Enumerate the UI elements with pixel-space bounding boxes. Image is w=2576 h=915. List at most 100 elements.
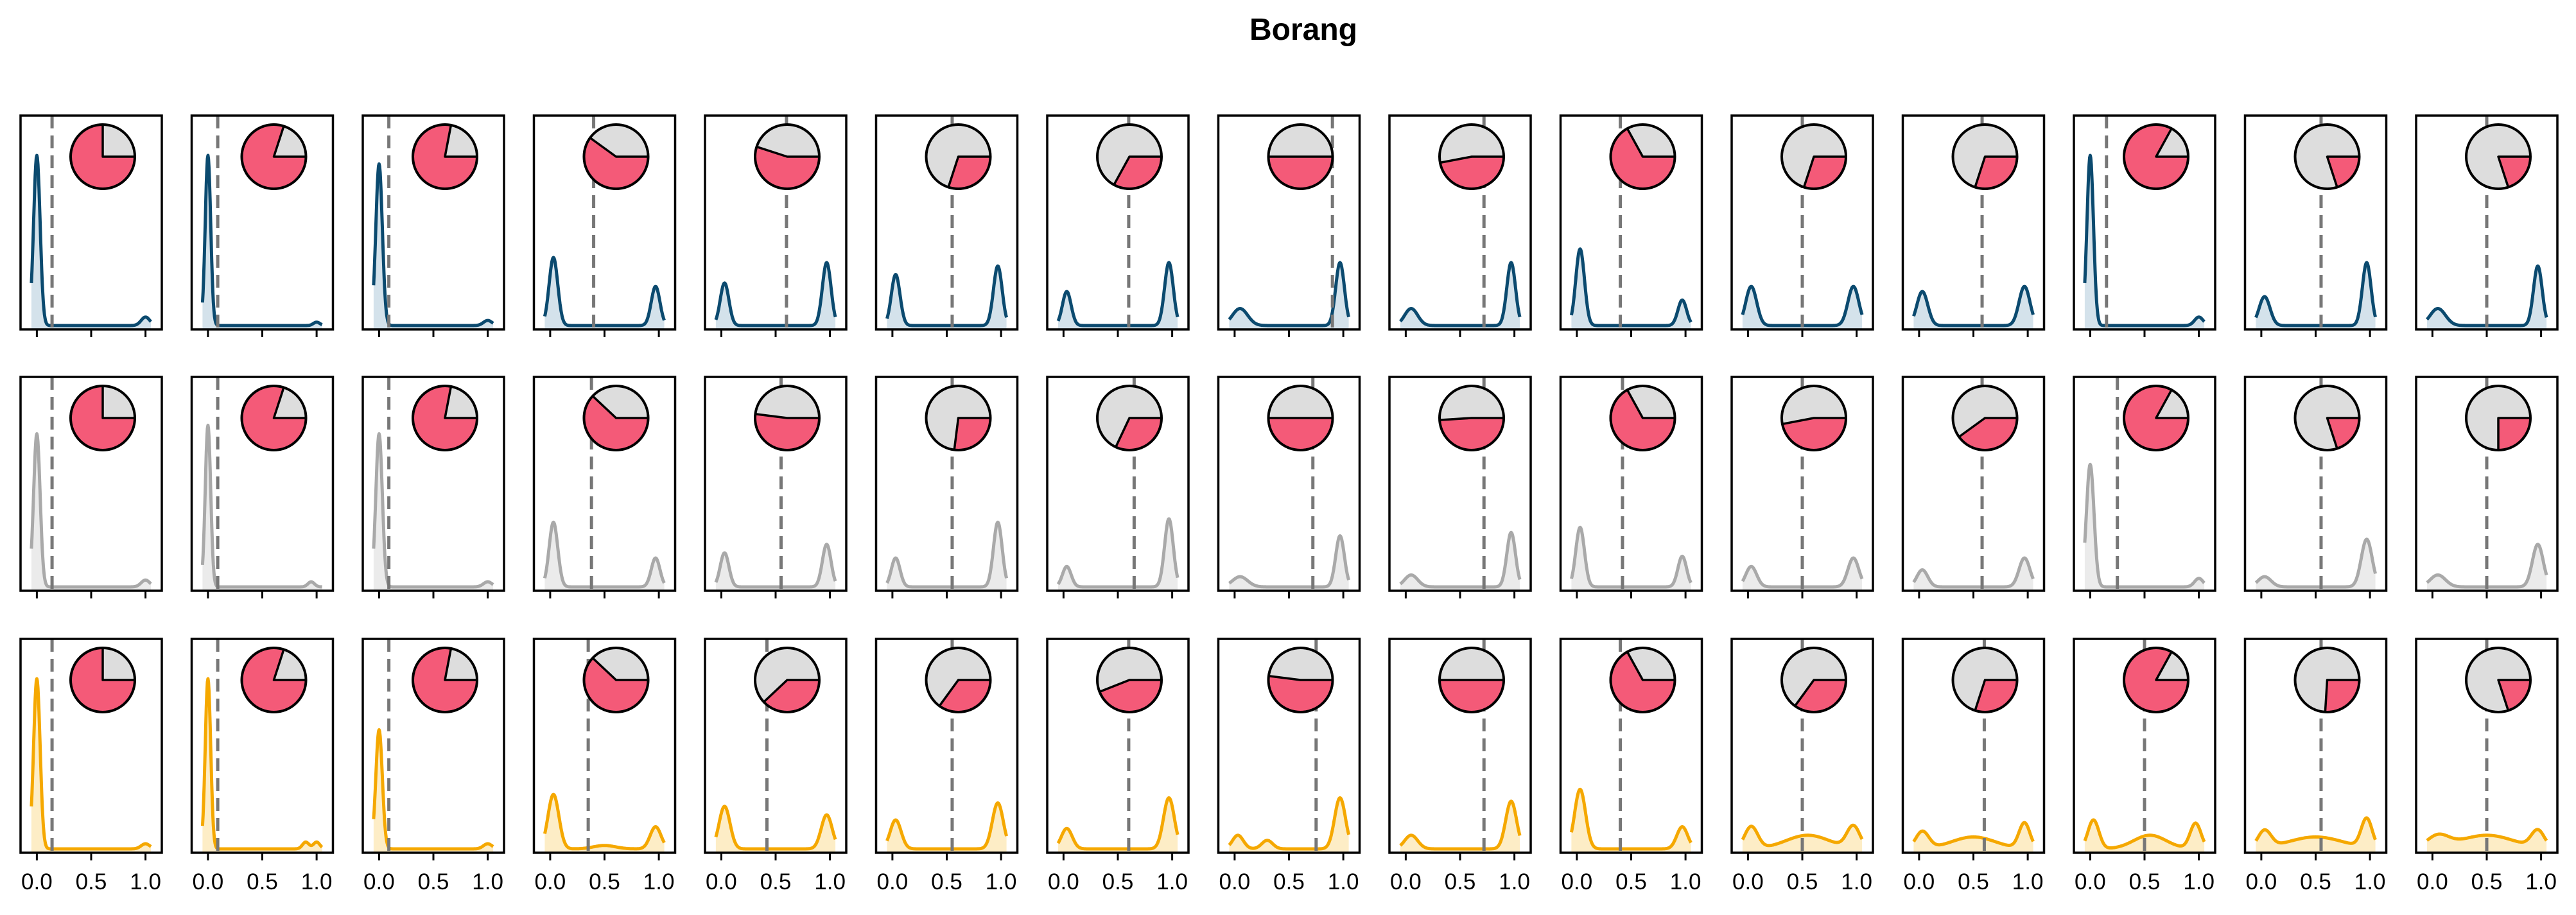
panel-r2-c6 [875, 376, 1019, 598]
pie-outline [412, 647, 478, 713]
pie-outline [412, 123, 478, 190]
x-tick-label: 0.5 [589, 869, 620, 894]
pie-outline [925, 123, 992, 190]
panel-r3-c10: 0.0 0.5 1.0 [1559, 638, 1703, 894]
x-tick-label: 1.0 [1328, 869, 1359, 894]
density-area [1057, 797, 1178, 853]
density-area [1571, 789, 1691, 853]
density-area [2256, 539, 2376, 591]
pie-slice-filled [1438, 417, 1505, 451]
panel-r1-c3 [361, 114, 505, 337]
panel-r1-c6 [875, 114, 1019, 337]
panel-r2-c10 [1559, 376, 1703, 598]
panel-r3-c6: 0.0 0.5 1.0 [875, 638, 1019, 894]
x-tick-label: 1.0 [2012, 869, 2044, 894]
x-tick-label: 0.0 [2417, 869, 2448, 894]
panel-r2-c14 [2243, 376, 2388, 598]
density-line [885, 264, 1009, 327]
panel-r3-c8: 0.0 0.5 1.0 [1217, 638, 1361, 894]
panel-r3-c1: 0.0 0.5 1.0 [19, 638, 163, 894]
panel-r1-c10 [1559, 114, 1703, 337]
x-tick-label: 1.0 [2525, 869, 2557, 894]
pie-outline [2465, 385, 2532, 451]
pie-outline [69, 123, 136, 190]
panel-r2-c15 [2415, 376, 2559, 598]
density-line [372, 432, 494, 589]
x-tick-label: 0.0 [706, 869, 737, 894]
pie-slice-filled [1267, 417, 1334, 451]
panel-r3-c14: 0.0 0.5 1.0 [2243, 638, 2388, 894]
pie-outline [925, 385, 992, 451]
density-line [2083, 818, 2206, 850]
panel-r2-c5 [704, 376, 848, 598]
pie-slice-filled [1267, 674, 1334, 713]
x-tick-label: 1.0 [301, 869, 333, 894]
density-line [1569, 247, 1693, 327]
density-area [887, 803, 1007, 853]
density-area [1229, 797, 1349, 853]
x-tick-label: 1.0 [2354, 869, 2386, 894]
x-tick-label: 0.0 [2246, 869, 2277, 894]
pie-outline [240, 123, 308, 190]
density-line [543, 792, 666, 851]
density-line [1228, 534, 1350, 589]
pie-outline [1780, 123, 1847, 190]
pie-outline [412, 385, 478, 451]
panel-r3-c9: 0.0 0.5 1.0 [1388, 638, 1532, 894]
pie-outline [1951, 385, 2019, 451]
chart-title: Borang [1249, 13, 1357, 47]
pie-outline [582, 647, 650, 713]
density-line [714, 543, 837, 589]
panel-r2-c9 [1388, 376, 1532, 598]
density-line [1228, 796, 1351, 851]
density-area [544, 522, 665, 591]
density-line [1056, 261, 1179, 327]
x-tick-label: 0.5 [1958, 869, 1989, 894]
x-tick-label: 1.0 [1499, 869, 1530, 894]
pie-slice-filled [1439, 155, 1505, 190]
pie-outline [2293, 647, 2361, 713]
pie-outline [1609, 647, 1676, 713]
density-area [1913, 286, 2033, 329]
x-tick-label: 0.5 [931, 869, 962, 894]
x-tick-label: 0.0 [1732, 869, 1764, 894]
pie-outline [1438, 647, 1505, 713]
panel-r2-c12 [1901, 376, 2046, 598]
x-tick-label: 1.0 [986, 869, 1017, 894]
pie-outline [2123, 123, 2189, 190]
density-area [887, 522, 1007, 591]
x-tick-label: 1.0 [2183, 869, 2215, 894]
pie-outline [1096, 647, 1163, 713]
pie-outline [1267, 123, 1334, 190]
panel-r1-c13 [2073, 114, 2216, 337]
panel-r1-c15 [2415, 114, 2559, 337]
density-line [30, 432, 152, 589]
pie-outline [582, 385, 650, 451]
density-line [1056, 796, 1179, 851]
panel-r3-c11: 0.0 0.5 1.0 [1730, 638, 1874, 894]
pie-outline [240, 647, 308, 713]
pie-outline [2293, 385, 2361, 451]
density-area [373, 164, 494, 330]
x-tick-label: 0.5 [760, 869, 792, 894]
density-area [1400, 801, 1520, 853]
density-line [885, 520, 1009, 589]
density-line [1399, 261, 1522, 327]
density-area [2426, 266, 2547, 329]
density-area [1057, 262, 1178, 329]
density-line [1912, 821, 2035, 847]
density-line [1228, 261, 1351, 327]
panel-r2-c11 [1730, 376, 1874, 598]
density-area [2256, 262, 2376, 329]
pie-slice-filled [754, 412, 821, 451]
density-line [200, 677, 324, 851]
panel-r3-c3: 0.0 0.5 1.0 [361, 638, 505, 894]
density-area [1400, 532, 1520, 591]
pie-outline [582, 123, 650, 190]
density-line [372, 162, 494, 327]
pie-outline [2123, 647, 2189, 713]
x-tick-label: 0.0 [1904, 869, 1935, 894]
density-line [1056, 517, 1179, 589]
density-area [1742, 558, 1863, 591]
